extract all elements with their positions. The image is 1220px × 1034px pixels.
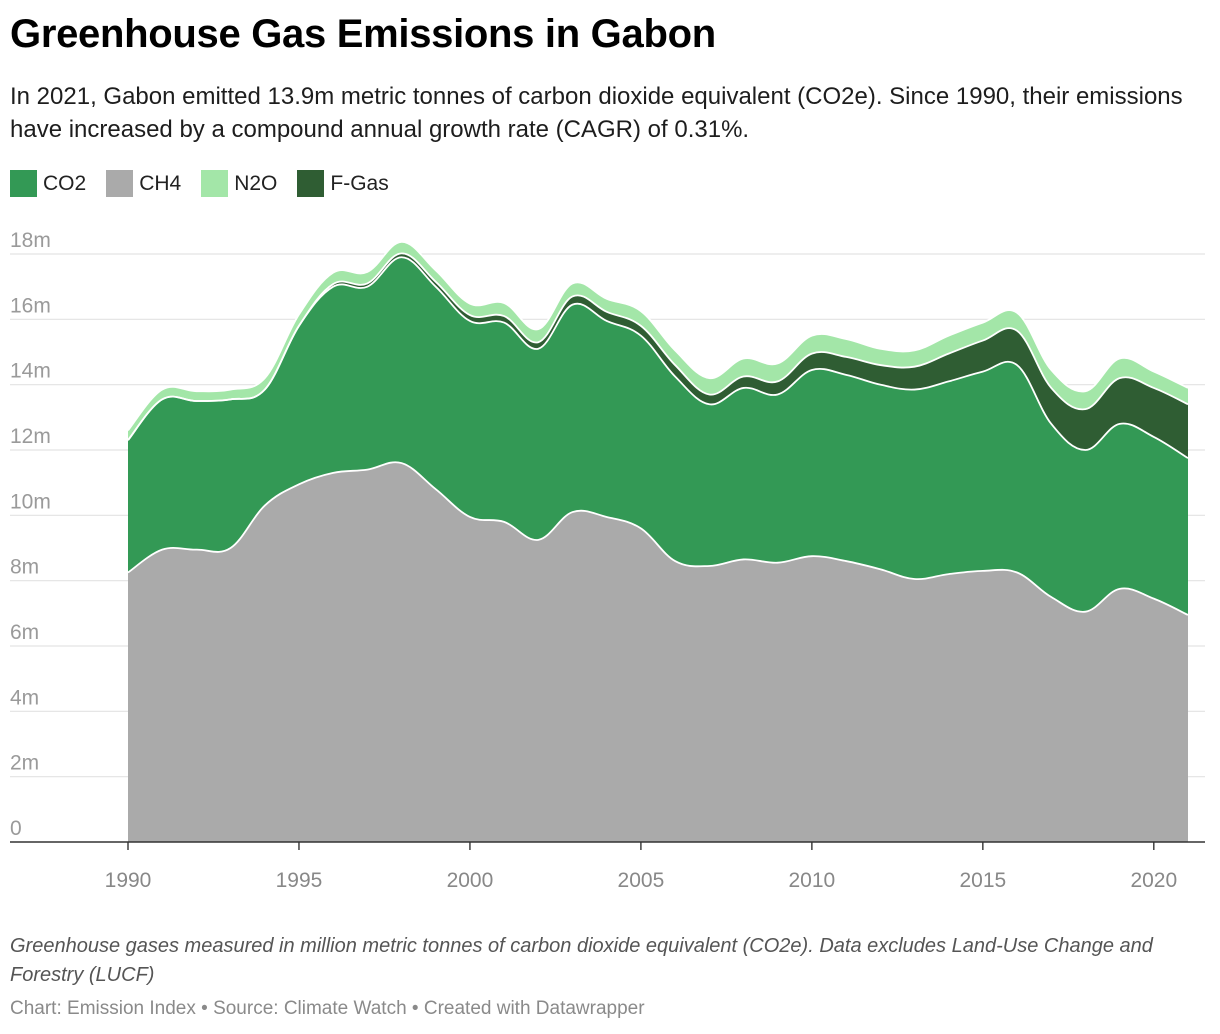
legend-label-ch4: CH4 [139, 171, 182, 195]
y-tick-label: 14m [10, 360, 51, 383]
area-edge-ch4 [127, 461, 1189, 616]
legend-item-fgas: F-Gas [297, 170, 389, 197]
x-tick-label: 2020 [1130, 869, 1177, 892]
axes: 0 2m 4m 6m 8m 10m 12m 14m 16m 18m 1990 1995 2000 2005… [10, 229, 1205, 892]
stacked-area-chart: 0 2m 4m 6m 8m 10m 12m 14m 16m 18m 1990 1995 2000 2005… [10, 229, 1205, 892]
chart-subtitle: In 2021, Gabon emitted 13.9m metric tonn… [10, 83, 1183, 143]
area-n2o [128, 241, 1188, 441]
y-tick-label: 2m [10, 752, 39, 775]
legend-label-n2o: N2O [234, 171, 278, 195]
y-tick-label: 12m [10, 425, 51, 448]
y-tick-label: 10m [10, 490, 51, 513]
area-fgas [128, 253, 1188, 459]
legend-swatch-co2 [10, 170, 37, 197]
chart-title: Greenhouse Gas Emissions in Gabon [10, 12, 716, 56]
legend-swatch-n2o [201, 170, 229, 197]
area-boundaries [127, 241, 1189, 616]
area-co2 [128, 257, 1188, 615]
x-tick-label: 2005 [618, 869, 665, 892]
area-ch4 [128, 462, 1188, 842]
x-tick-label: 2010 [789, 869, 836, 892]
y-tick-label: 4m [10, 686, 39, 709]
x-tick-label: 1995 [276, 869, 323, 892]
y-tick-label: 0 [10, 817, 22, 840]
x-tick-label: 2015 [959, 869, 1006, 892]
legend-item-co2: CO2 [10, 170, 86, 197]
y-tick-label: 18m [10, 229, 51, 252]
legend-item-n2o: N2O [201, 170, 277, 197]
legend: CO2 CH4 N2O F-Gas [10, 170, 409, 197]
area-series [128, 241, 1188, 842]
x-tick-label: 2000 [447, 869, 494, 892]
legend-label-co2: CO2 [43, 171, 87, 195]
legend-label-fgas: F-Gas [330, 171, 389, 195]
legend-swatch-ch4 [106, 170, 134, 197]
chart-credit: Chart: Emission Index • Source: Climate … [10, 998, 645, 1019]
y-tick-label: 16m [10, 294, 51, 317]
area-edge-fgas [127, 252, 1189, 441]
y-tick-label: 6m [10, 621, 39, 644]
x-tick-label: 1990 [105, 869, 152, 892]
legend-item-ch4: CH4 [106, 170, 181, 197]
legend-swatch-fgas [297, 170, 325, 197]
y-tick-label: 8m [10, 556, 39, 579]
chart-note: Greenhouse gases measured in million met… [10, 935, 1153, 986]
area-edge-n2o [127, 241, 1189, 431]
